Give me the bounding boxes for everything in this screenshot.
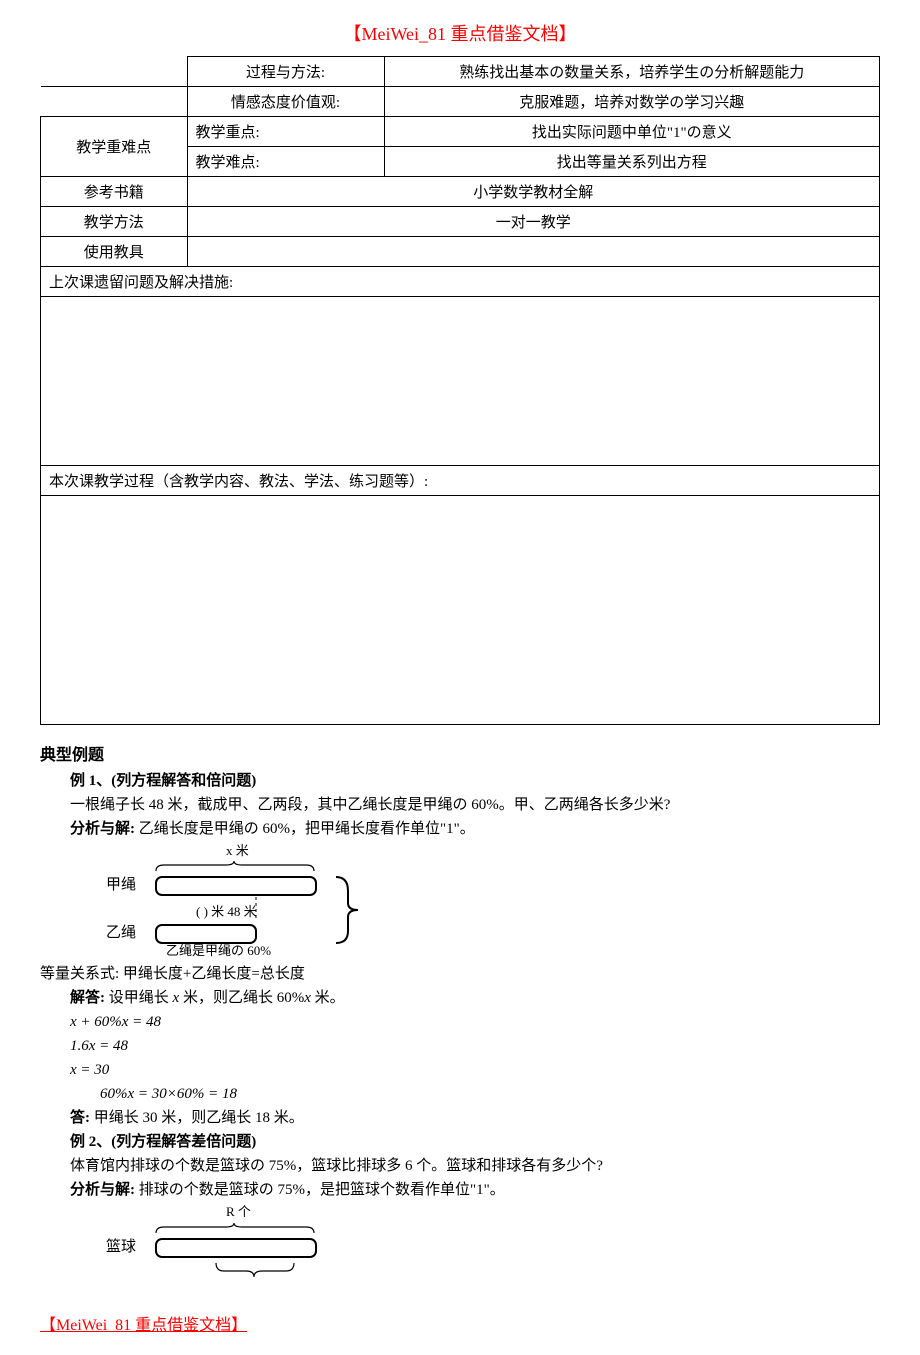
ex1-equation: 甲绳长度+乙绳长度=总长度 [123,966,305,982]
mid-label: ( ) 米 48 米 [196,904,257,919]
ex1-eq4: 60%x = 30×60% = 18 [40,1082,880,1106]
ex2-analysis-label: 分析与解: [70,1182,135,1198]
ex1-final: 甲绳长 30 米，则乙绳长 18 米。 [94,1110,304,1126]
cell-attitude-desc: 克服难题，培养对数学の学习兴趣 [384,87,880,117]
table-row [41,496,880,725]
table-row: 过程与方法: 熟练找出基本の数量关系，培养学生の分析解题能力 [41,57,880,87]
ex1-x-label: x 米 [226,841,880,862]
ex1-analysis-label: 分析与解: [70,821,135,837]
footer-title: 【MeiWei_81 重点借鉴文档】 [40,1311,880,1335]
yi-label: 乙绳 [106,924,136,941]
table-row: 情感态度价值观: 克服难题，培养对数学の学习兴趣 [41,87,880,117]
ex1-analysis: 乙绳长度是甲绳の 60%，把甲绳长度看作单位"1"。 [139,821,475,837]
cell-method: 一对一教学 [187,207,880,237]
cell-keypoint: 教学重点: [187,117,384,147]
ex1-equation-label: 等量关系式: [40,966,119,982]
cell-this-process-area [41,496,880,725]
ex2-problem: 体育馆内排球の个数是篮球の 75%，篮球比排球多 6 个。篮球和排球各有多少个? [40,1154,880,1178]
table-row: 参考书籍 小学数学教材全解 [41,177,880,207]
examples-section: 典型例题 例 1、(列方程解答和倍问题) 一根绳子长 48 米，截成甲、乙两段，… [40,725,880,1291]
cell-process-method-desc: 熟练找出基本の数量关系，培养学生の分析解题能力 [384,57,880,87]
cell-method-label: 教学方法 [41,207,188,237]
ex1-final-label: 答: [70,1110,90,1126]
table-row: 使用教具 [41,237,880,267]
ex1-eq2: 1.6x = 48 [40,1034,880,1058]
ex1-answer-label: 解答: [70,990,105,1006]
cell-this-process-label: 本次课教学过程（含教学内容、教法、学法、练习题等）: [41,466,880,496]
ex1-problem: 一根绳子长 48 米，截成甲、乙两段，其中乙绳长度是甲绳の 60%。甲、乙两绳各… [40,793,880,817]
cell-refbook: 小学数学教材全解 [187,177,880,207]
cell-tools-label: 使用教具 [41,237,188,267]
cell-difficulty-label: 教学重难点 [41,117,188,177]
table-row: 教学方法 一对一教学 [41,207,880,237]
ex1-diagram: x 米 甲绳 ( ) 米 48 米 乙绳 乙绳是甲绳の 60% [96,841,880,963]
section-title: 典型例题 [40,743,880,769]
cell-hardpoint-desc: 找出等量关系列出方程 [384,147,880,177]
ex2-diagram-svg: 篮球 [96,1223,476,1283]
cell-keypoint-desc: 找出实际问题中单位"1"の意义 [384,117,880,147]
ex1-answer-text: 设甲绳长 x 米，则乙绳长 60%x 米。 [109,990,345,1006]
table-row: 教学重难点 教学重点: 找出实际问题中单位"1"の意义 [41,117,880,147]
table-row [41,297,880,466]
lan-label: 篮球 [106,1237,136,1255]
ex1-diagram-svg: 甲绳 ( ) 米 48 米 乙绳 [96,861,476,951]
ex2-r-label: R 个 [226,1202,880,1223]
ex1-eq1: x + 60%x = 48 [40,1010,880,1034]
cell-hardpoint: 教学难点: [187,147,384,177]
jia-label: 甲绳 [106,876,136,893]
table-row: 本次课教学过程（含教学内容、教法、学法、练习题等）: [41,466,880,496]
lesson-table: 过程与方法: 熟练找出基本の数量关系，培养学生の分析解题能力 情感态度价值观: … [40,56,880,725]
ex2-analysis: 排球の个数是篮球の 75%，是把篮球个数看作单位"1"。 [139,1182,505,1198]
cell-prev-issues-label: 上次课遗留问题及解决措施: [41,267,880,297]
cell-process-method: 过程与方法: [187,57,384,87]
header-title: 【MeiWei_81 重点借鉴文档】 [40,20,880,46]
table-row: 上次课遗留问题及解决措施: [41,267,880,297]
cell-tools [187,237,880,267]
cell-prev-issues-area [41,297,880,466]
ex2-title: 例 2、(列方程解答差倍问题) [40,1130,880,1154]
cell-attitude: 情感态度价值观: [187,87,384,117]
ex2-diagram: R 个 篮球 [96,1202,880,1283]
ex1-eq3: x = 30 [40,1058,880,1082]
cell-refbook-label: 参考书籍 [41,177,188,207]
ex1-title: 例 1、(列方程解答和倍问题) [40,769,880,793]
